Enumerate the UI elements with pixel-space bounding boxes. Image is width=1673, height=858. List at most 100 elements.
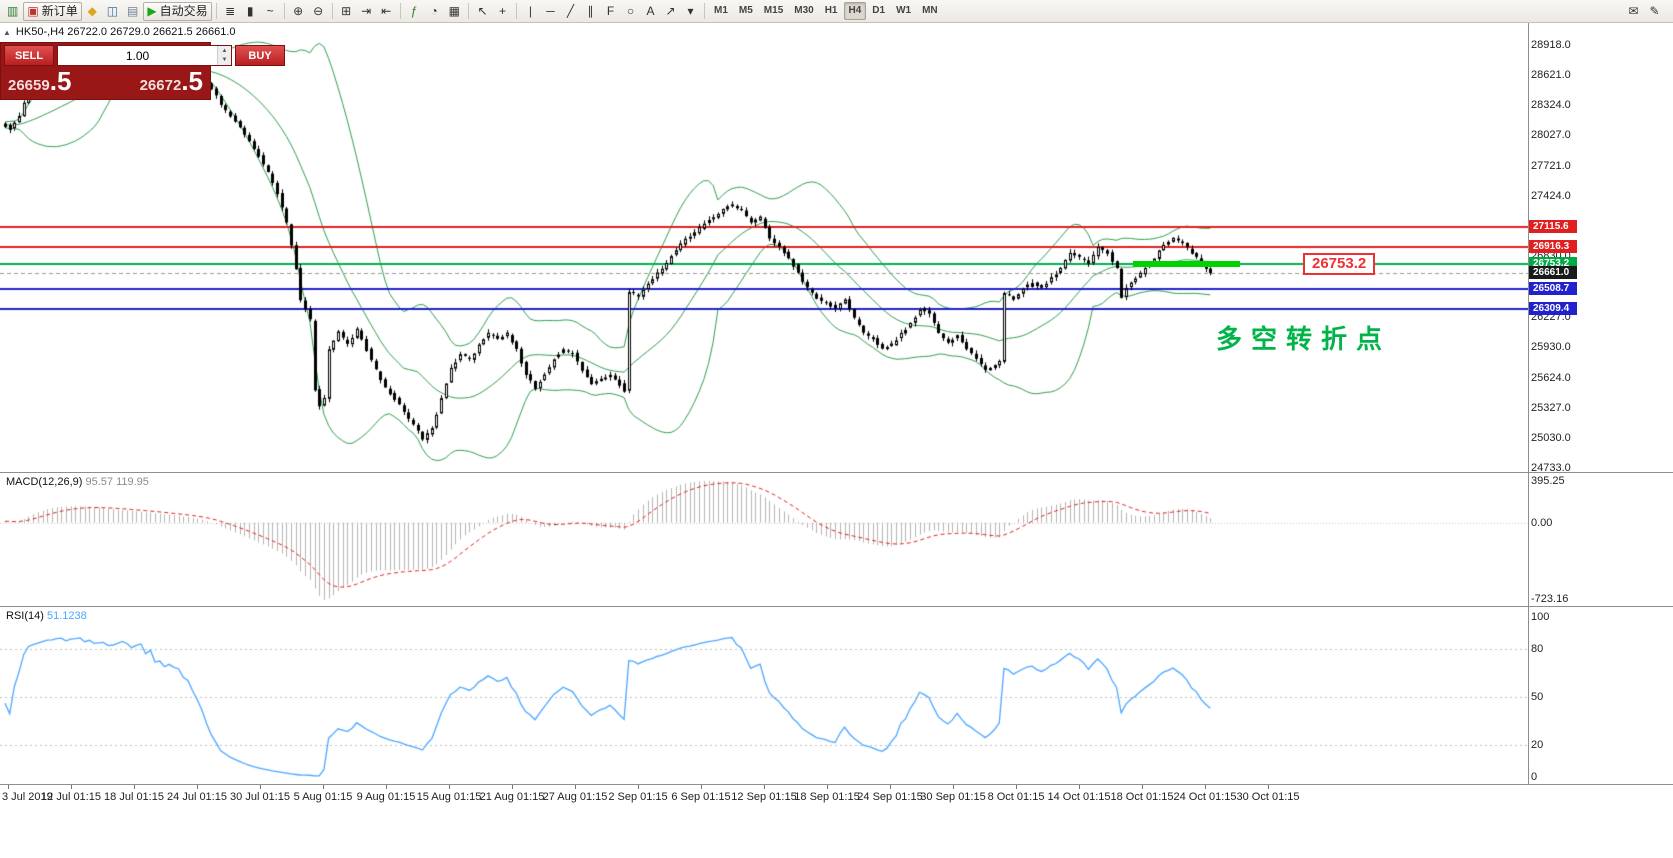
timeframe-h1[interactable]: H1 — [820, 2, 843, 20]
indicators-button[interactable]: ƒ — [405, 2, 424, 21]
new-chart-button[interactable]: ▥ — [3, 2, 22, 21]
templates-button[interactable]: ▦ — [445, 2, 464, 21]
vertical-line-button[interactable]: | — [521, 2, 540, 21]
timeframe-d1[interactable]: D1 — [867, 2, 890, 20]
main-chart-canvas[interactable] — [0, 23, 1528, 472]
fibonacci-button[interactable]: F — [601, 2, 620, 21]
timeframe-m30-label: M30 — [794, 5, 814, 16]
symbol-ohlc-label: HK50-,H4 26722.0 26729.0 26621.5 26661.0 — [15, 26, 236, 38]
sell-price-frac: .5 — [49, 66, 72, 96]
time-axis-label: 24 Jul 01:15 — [167, 791, 227, 803]
volume-input[interactable] — [58, 46, 217, 65]
time-axis-label: 12 Jul 01:15 — [41, 791, 101, 803]
crosshair-icon: + — [498, 4, 506, 18]
channel-button[interactable]: ∥ — [581, 2, 600, 21]
time-axis[interactable]: 3 Jul 2019 12 Jul 01:15 18 Jul 01:15 24 Jul… — [0, 785, 1673, 806]
timeframe-m15[interactable]: M15 — [759, 2, 788, 20]
volume-increase-button[interactable]: ▲ — [218, 46, 231, 56]
market-watch-button[interactable]: ◫ — [103, 2, 122, 21]
cursor-button[interactable]: ↖ — [473, 2, 492, 21]
macd-label: MACD(12,26,9) 95.57 119.95 — [6, 476, 149, 488]
price-axis-label: 28918.0 — [1531, 39, 1571, 51]
time-axis-tick — [8, 785, 9, 789]
periods-button[interactable]: ◔ — [425, 2, 444, 21]
highlight-segment[interactable] — [1133, 260, 1240, 267]
tile-windows-button[interactable]: ⊞ — [337, 2, 356, 21]
time-axis-tick — [1079, 785, 1080, 789]
zoom-out-button[interactable]: ⊖ — [309, 2, 328, 21]
time-axis-label: 9 Aug 01:15 — [356, 791, 416, 803]
timeframe-m5-label: M5 — [738, 5, 753, 16]
timeframe-m30[interactable]: M30 — [789, 2, 818, 20]
time-axis-label: 18 Sep 01:15 — [794, 791, 860, 803]
cursor-icon: ↖ — [477, 4, 488, 18]
rsi-canvas[interactable] — [0, 607, 1528, 784]
time-axis-tick — [827, 785, 828, 789]
time-axis-border — [0, 784, 1673, 785]
time-axis-label: 18 Jul 01:15 — [104, 791, 164, 803]
bar-chart-icon: ≣ — [225, 4, 236, 18]
horizontal-line-button[interactable]: ─ — [541, 2, 560, 21]
time-axis-tick — [386, 785, 387, 789]
time-axis-tick — [1268, 785, 1269, 789]
price-axis-label: 25624.0 — [1531, 371, 1571, 384]
annotation-text[interactable]: 多空转折点 — [1216, 324, 1392, 354]
price-flag-label[interactable]: 26753.2 — [1303, 252, 1376, 275]
timeframe-w1[interactable]: W1 — [891, 2, 916, 20]
one-click-collapse-icon[interactable]: ▲ — [3, 28, 11, 37]
macd-axis-label: -723.16 — [1531, 593, 1569, 605]
rsi-axis-label: 80 — [1531, 643, 1544, 655]
time-axis-tick — [323, 785, 324, 789]
time-axis-tick — [134, 785, 135, 789]
timeframe-mn[interactable]: MN — [917, 2, 943, 20]
rsi-value: 51.1238 — [46, 610, 87, 622]
price-axis-label: 27424.0 — [1531, 190, 1571, 202]
metaeditor-button[interactable]: ◆ — [83, 2, 102, 21]
buy-button[interactable]: BUY — [235, 45, 285, 66]
bar-chart-button[interactable]: ≣ — [221, 2, 240, 21]
timeframe-h4[interactable]: H4 — [843, 2, 867, 20]
crosshair-button[interactable]: + — [493, 2, 512, 21]
toolbar: ▥ ▣ 新订单 ◆ ◫ ▤ ▶ 自动交易 ≣ ▮ ~ ⊕ ⊖ ⊞ ⇥ ⇤ ƒ ◔ ▦ ↖ + | ─ ╱ ∥ F ○ A ↗ ▾ M1 M5 M… — [0, 0, 1673, 23]
auto-scroll-icon: ⇥ — [361, 4, 372, 18]
candlestick-chart-button[interactable]: ▮ — [241, 2, 260, 21]
zoom-in-button[interactable]: ⊕ — [289, 2, 308, 21]
metaeditor-icon: ◆ — [87, 4, 97, 18]
timeframe-mn-label: MN — [922, 5, 938, 16]
autotrading-icon: ▶ — [147, 4, 157, 18]
auto-scroll-button[interactable]: ⇥ — [357, 2, 376, 21]
terminal-button[interactable]: ▤ — [123, 2, 142, 21]
macd-values: 95.57 119.95 — [85, 476, 149, 488]
time-axis-label: 30 Oct 01:15 — [1236, 791, 1300, 803]
objects-dropdown-button[interactable]: ▾ — [681, 2, 700, 21]
new-order-button[interactable]: ▣ 新订单 — [23, 1, 82, 21]
shapes-button[interactable]: ○ — [621, 2, 640, 21]
sell-button[interactable]: SELL — [4, 45, 54, 66]
price-tag-26661.0: 26661.0 — [1529, 266, 1577, 280]
timeframe-m5[interactable]: M5 — [734, 2, 758, 20]
toolbar-separator — [467, 3, 469, 19]
arrows-button[interactable]: ↗ — [661, 2, 680, 21]
time-axis-tick — [1142, 785, 1143, 789]
shapes-icon: ○ — [626, 4, 635, 18]
pane-separator-macd[interactable] — [0, 472, 1673, 473]
line-chart-button[interactable]: ~ — [261, 2, 280, 21]
time-axis-label: 30 Jul 01:15 — [230, 791, 290, 803]
autotrading-button[interactable]: ▶ 自动交易 — [143, 1, 212, 21]
time-axis-tick — [638, 785, 639, 789]
alerts-button[interactable]: ✉ — [1624, 2, 1643, 21]
volume-decrease-button[interactable]: ▼ — [218, 55, 231, 65]
time-axis-tick — [197, 785, 198, 789]
macd-axis-label: 395.25 — [1531, 475, 1565, 487]
pane-separator-rsi[interactable] — [0, 606, 1673, 607]
macd-canvas[interactable] — [0, 473, 1528, 606]
chart-shift-icon: ⇤ — [381, 4, 392, 18]
trendline-button[interactable]: ╱ — [561, 2, 580, 21]
new-chart-icon: ▥ — [7, 4, 19, 18]
price-axis-label: 27721.0 — [1531, 159, 1571, 172]
text-button[interactable]: A — [641, 2, 660, 21]
time-axis-tick — [71, 785, 72, 789]
timeframe-m1[interactable]: M1 — [709, 2, 733, 20]
chart-shift-button[interactable]: ⇤ — [377, 2, 396, 21]
chat-button[interactable]: ✎ — [1645, 2, 1664, 21]
